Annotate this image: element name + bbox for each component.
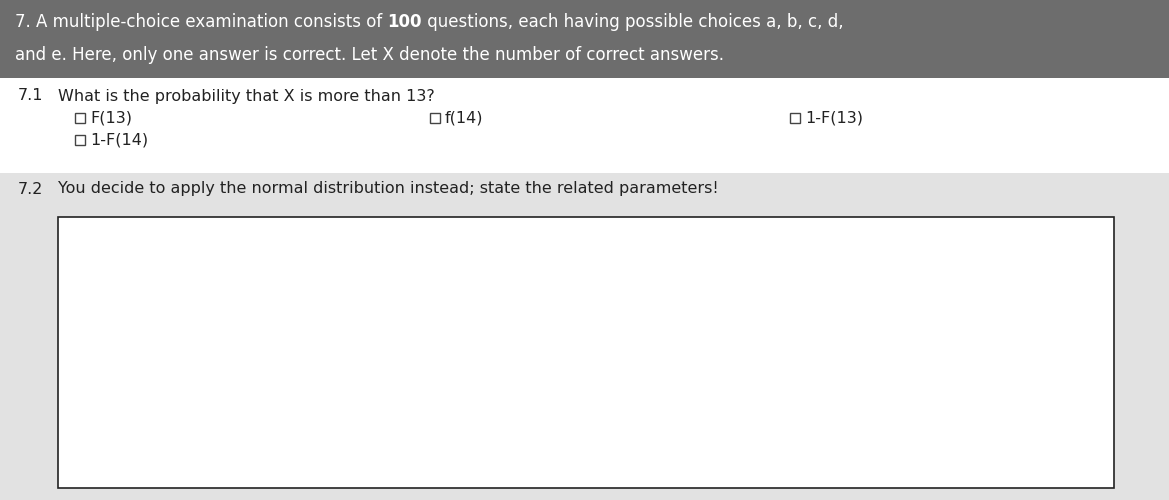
FancyBboxPatch shape <box>0 0 1169 78</box>
FancyBboxPatch shape <box>0 173 1169 205</box>
Text: 1-F(13): 1-F(13) <box>805 110 863 126</box>
FancyBboxPatch shape <box>75 135 85 145</box>
Text: You decide to apply the normal distribution instead; state the related parameter: You decide to apply the normal distribut… <box>58 182 719 196</box>
FancyBboxPatch shape <box>58 217 1114 488</box>
Text: 7.1: 7.1 <box>18 88 43 104</box>
Text: F(13): F(13) <box>90 110 132 126</box>
Text: questions, each having possible choices a, b, c, d,: questions, each having possible choices … <box>422 13 844 31</box>
FancyBboxPatch shape <box>790 113 800 123</box>
Text: 7. A multiple-choice examination consists of: 7. A multiple-choice examination consist… <box>15 13 387 31</box>
FancyBboxPatch shape <box>0 205 1169 500</box>
FancyBboxPatch shape <box>75 113 85 123</box>
FancyBboxPatch shape <box>430 113 440 123</box>
Text: and e. Here, only one answer is correct. Let X denote the number of correct answ: and e. Here, only one answer is correct.… <box>15 46 724 64</box>
Text: What is the probability that X is more than 13?: What is the probability that X is more t… <box>58 88 435 104</box>
Text: f(14): f(14) <box>445 110 484 126</box>
Text: 7.2: 7.2 <box>18 182 43 196</box>
Text: 100: 100 <box>387 13 422 31</box>
Text: 1-F(14): 1-F(14) <box>90 132 148 148</box>
FancyBboxPatch shape <box>0 78 1169 500</box>
